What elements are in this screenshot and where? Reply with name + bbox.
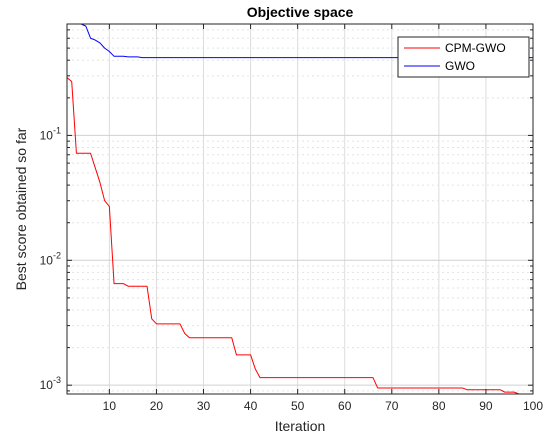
y-tick-label-base: 10	[40, 378, 54, 392]
y-tick-label: 10-2	[40, 250, 61, 267]
axes-box	[66, 23, 534, 395]
x-tick-label: 20	[150, 399, 164, 413]
x-tick-label: 80	[432, 399, 446, 413]
y-tick-label-base: 10	[40, 128, 54, 142]
legend: CPM-GWO GWO	[397, 36, 530, 78]
y-axis-label: Best score obtained so far	[13, 127, 29, 290]
x-tick-label: 50	[291, 399, 305, 413]
y-tick-label-base: 10	[40, 253, 54, 267]
y-tick-label: 10-3	[40, 375, 61, 392]
y-tick-label-exponent: -1	[53, 125, 61, 135]
x-tick-label: 90	[479, 399, 493, 413]
x-tick-label: 10	[103, 399, 117, 413]
legend-label-gwo: GWO	[445, 59, 475, 73]
series-line-cpm-gwo	[66, 77, 533, 395]
x-tick-label: 60	[338, 399, 352, 413]
x-tick-label: 30	[197, 399, 211, 413]
y-tick-label: 10-1	[40, 125, 61, 142]
legend-label-cpm-gwo: CPM-GWO	[445, 41, 506, 55]
y-tick-label-exponent: -2	[53, 250, 61, 260]
y-tick-label-exponent: -3	[53, 375, 61, 385]
plot-area	[67, 24, 533, 394]
x-tick-label: 40	[244, 399, 258, 413]
x-axis-label: Iteration	[275, 418, 326, 434]
chart-title: Objective space	[247, 4, 354, 20]
legend-box	[397, 36, 530, 78]
x-tick-label: 100	[523, 399, 543, 413]
x-tick-label: 70	[385, 399, 399, 413]
